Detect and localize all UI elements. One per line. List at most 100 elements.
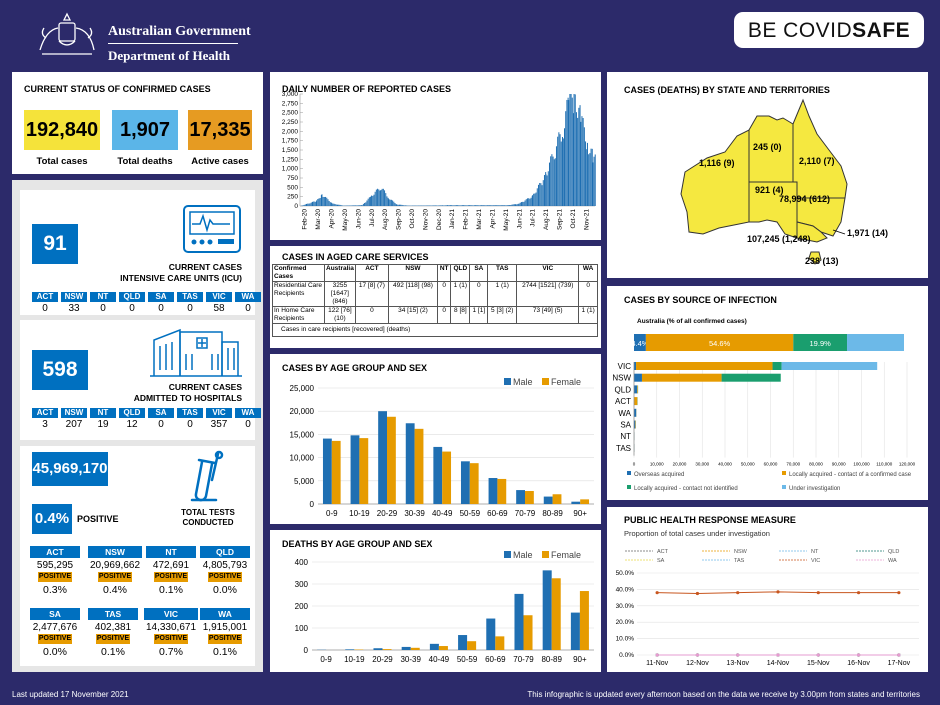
map-wa bbox=[680, 129, 750, 235]
state-label: NT bbox=[146, 546, 196, 558]
map-tas bbox=[808, 251, 822, 265]
x-tick-label: May-21 bbox=[503, 209, 510, 231]
bar-female bbox=[551, 578, 561, 650]
series-point bbox=[695, 591, 700, 596]
status-title: CURRENT STATUS OF CONFIRMED CASES bbox=[24, 84, 211, 94]
daily-bar bbox=[359, 205, 361, 206]
table-cell: In Home Care Recipients bbox=[272, 306, 325, 324]
daily-bar bbox=[479, 205, 481, 206]
australia-segment bbox=[645, 334, 794, 351]
state-positive-pct: 0.7% bbox=[159, 646, 183, 658]
daily-bar bbox=[467, 205, 469, 206]
state-label: QLD bbox=[119, 408, 145, 418]
bar-male bbox=[433, 446, 443, 504]
daily-bar bbox=[302, 205, 304, 206]
hospital-block: 598 CURRENT CASES ADMITTED TO HOSPITALS … bbox=[20, 320, 261, 440]
state-positive-pct: 0.1% bbox=[213, 646, 237, 658]
y-tick-label: 0 bbox=[304, 646, 309, 655]
x-tick-label: Oct-21 bbox=[570, 209, 577, 229]
daily-bar bbox=[338, 204, 340, 206]
covidsafe-badge: BE COVIDSAFE bbox=[734, 12, 924, 48]
gov-title: Australian Government bbox=[108, 24, 251, 39]
bar-male bbox=[373, 648, 383, 650]
daily-bar bbox=[489, 205, 491, 206]
daily-bar bbox=[501, 205, 503, 206]
table-cell: 1 (1) bbox=[450, 281, 471, 307]
x-tick-label: Jan-21 bbox=[449, 209, 456, 229]
x-tick-label: Aug-20 bbox=[382, 209, 389, 230]
bar-male bbox=[345, 649, 355, 650]
x-tick-label: 20,000 bbox=[673, 462, 687, 467]
x-tick-label: 80,000 bbox=[809, 462, 823, 467]
covid-prefix: BE COVID bbox=[747, 19, 853, 42]
daily-bar bbox=[340, 205, 342, 206]
test-state-wa: WA 1,915,001 POSITIVE 0.1% bbox=[200, 608, 250, 658]
state-label: NT bbox=[90, 292, 116, 302]
y-tick-label: 5,000 bbox=[294, 477, 315, 486]
table-cell: 73 [49] (5) bbox=[516, 306, 580, 324]
table-cell: 0 bbox=[578, 281, 598, 307]
bar-male bbox=[401, 646, 411, 650]
tests-label-1: TOTAL TESTS bbox=[181, 508, 235, 517]
y-tick-label: 750 bbox=[287, 175, 298, 182]
daily-bar bbox=[535, 192, 537, 206]
daily-title: DAILY NUMBER OF REPORTED CASES bbox=[282, 84, 452, 94]
daily-bar bbox=[515, 204, 517, 206]
table-cell: 1 (1) bbox=[578, 306, 598, 324]
daily-bar bbox=[366, 200, 368, 206]
x-tick-label: Mar-20 bbox=[315, 209, 322, 230]
map-label-sa: 921 (4) bbox=[755, 185, 784, 195]
deaths-by-age-panel: DEATHS BY AGE GROUP AND SEX 0 100 200 300 40… bbox=[270, 530, 601, 672]
hospital-label-1: CURRENT CASES bbox=[168, 382, 242, 392]
daily-bar bbox=[434, 205, 436, 206]
daily-bar bbox=[436, 205, 438, 206]
bar-female bbox=[382, 649, 392, 650]
bar-female bbox=[387, 416, 396, 504]
x-tick-label: 10-19 bbox=[349, 509, 370, 518]
daily-bar bbox=[553, 159, 555, 206]
x-tick-label: 0-9 bbox=[326, 509, 338, 518]
table-cell: 122 [76] (10) bbox=[324, 306, 356, 324]
legend-label: Male bbox=[513, 550, 533, 560]
series-point bbox=[816, 591, 820, 595]
bar-male bbox=[488, 478, 498, 504]
aged-title: CASES IN AGED CARE SERVICES bbox=[282, 252, 429, 262]
state-tests: 1,915,001 bbox=[202, 622, 248, 633]
x-tick-label: Nov-20 bbox=[422, 209, 429, 230]
x-tick-label: 120,000 bbox=[899, 462, 916, 467]
state-positive-pct: 0.0% bbox=[213, 584, 237, 596]
daily-bar bbox=[591, 148, 593, 206]
daily-bar bbox=[441, 205, 443, 206]
test-state-act: ACT 595,295 POSITIVE 0.3% bbox=[30, 546, 80, 596]
state-tests: 595,295 bbox=[36, 560, 74, 571]
daily-bar bbox=[524, 200, 526, 206]
daily-bar bbox=[476, 205, 478, 206]
positive-tag: POSITIVE bbox=[38, 634, 72, 644]
daily-bar bbox=[465, 205, 467, 206]
table-header: Australia bbox=[324, 264, 356, 282]
legend-swatch bbox=[782, 471, 786, 475]
aged-care-table: Confirmed Cases Australia ACT NSW NT QLD… bbox=[272, 264, 598, 337]
state-label: NT bbox=[90, 408, 116, 418]
x-tick-label: 10-19 bbox=[344, 655, 365, 664]
source-bar bbox=[637, 385, 638, 394]
daily-bar bbox=[517, 203, 519, 206]
daily-bar bbox=[566, 99, 568, 206]
daily-bar bbox=[516, 204, 518, 206]
daily-bar bbox=[586, 142, 588, 206]
daily-bar bbox=[387, 197, 389, 206]
last-updated: Last updated 17 November 2021 bbox=[12, 690, 129, 699]
daily-bar bbox=[496, 205, 498, 206]
daily-bar bbox=[327, 199, 329, 206]
daily-bar bbox=[565, 111, 567, 206]
y-tick-label: TAS bbox=[616, 444, 631, 453]
daily-bar bbox=[303, 204, 305, 206]
positive-tag: POSITIVE bbox=[154, 634, 188, 644]
daily-bar bbox=[466, 205, 468, 206]
y-tick-label: VIC bbox=[618, 362, 632, 371]
state-value: 12 bbox=[126, 419, 138, 430]
daily-bar bbox=[449, 205, 451, 206]
source-bar bbox=[636, 362, 773, 370]
daily-bar bbox=[313, 201, 315, 206]
daily-bar bbox=[561, 136, 563, 206]
